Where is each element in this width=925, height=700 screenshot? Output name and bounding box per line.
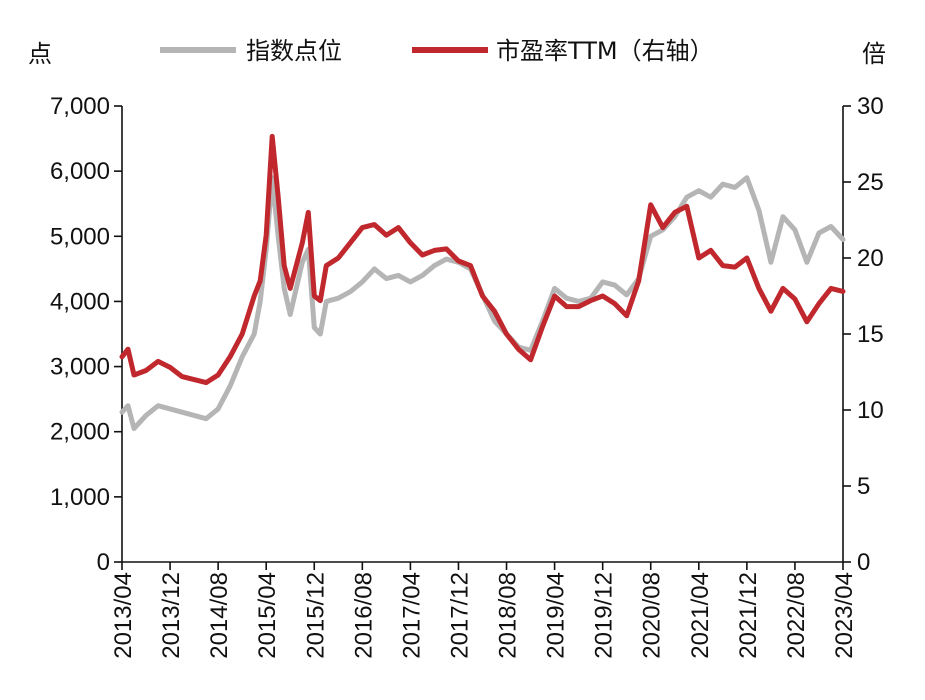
series-layer xyxy=(119,133,846,431)
x-tick-label: 2017/04 xyxy=(398,572,425,659)
x-tick-label: 2016/08 xyxy=(350,572,377,659)
left-tick-label: 5,000 xyxy=(50,223,110,250)
x-tick-label: 2021/04 xyxy=(687,572,714,659)
x-tick-label: 2020/08 xyxy=(639,572,666,659)
x-ticks: 2013/04 2013/12 2014/08 2015/04 2015/12 2016/… xyxy=(110,562,858,659)
x-tick-label: 2022/08 xyxy=(783,572,810,659)
right-tick-label: 15 xyxy=(857,321,884,348)
left-tick-label: 3,000 xyxy=(50,354,110,381)
x-tick-label: 2015/04 xyxy=(254,572,281,659)
right-tick-label: 10 xyxy=(857,397,884,424)
x-tick-label: 2019/12 xyxy=(591,572,618,659)
x-tick-label: 2019/04 xyxy=(543,572,570,659)
x-tick-label: 2018/08 xyxy=(495,572,522,659)
legend-label-pe: 市盈率TTM（右轴） xyxy=(496,37,714,65)
right-tick-label: 30 xyxy=(857,93,884,120)
right-tick-label: 20 xyxy=(857,245,884,272)
right-tick-label: 5 xyxy=(857,473,870,500)
left-tick-label: 4,000 xyxy=(50,288,110,315)
left-tick-label: 2,000 xyxy=(50,419,110,446)
x-tick-label: 2013/12 xyxy=(158,572,185,659)
left-tick-label: 6,000 xyxy=(50,158,110,185)
left-axis-unit: 点 xyxy=(28,40,52,68)
series-line-pe xyxy=(119,133,846,386)
x-tick-label: 2023/04 xyxy=(831,572,858,659)
x-tick-label: 2013/04 xyxy=(110,572,137,659)
right-axis-unit: 倍 xyxy=(862,40,886,68)
legend-label-index: 指数点位 xyxy=(246,37,342,65)
x-tick-label: 2017/12 xyxy=(446,572,473,659)
right-y-ticks: 0 5 10 15 20 25 30 xyxy=(843,93,884,576)
left-tick-label: 1,000 xyxy=(50,484,110,511)
right-tick-label: 25 xyxy=(857,169,884,196)
left-tick-label: 7,000 xyxy=(50,93,110,120)
right-tick-label: 0 xyxy=(857,549,870,576)
x-tick-label: 2014/08 xyxy=(206,572,233,659)
legend: 指数点位 市盈率TTM（右轴） xyxy=(160,37,714,65)
left-y-ticks: 0 1,000 2,000 3,000 4,000 5,000 6,000 7,000 xyxy=(50,93,122,576)
left-tick-label: 0 xyxy=(97,549,110,576)
x-tick-label: 2021/12 xyxy=(735,572,762,659)
x-tick-label: 2015/12 xyxy=(302,572,329,659)
series-line-index xyxy=(119,175,846,431)
